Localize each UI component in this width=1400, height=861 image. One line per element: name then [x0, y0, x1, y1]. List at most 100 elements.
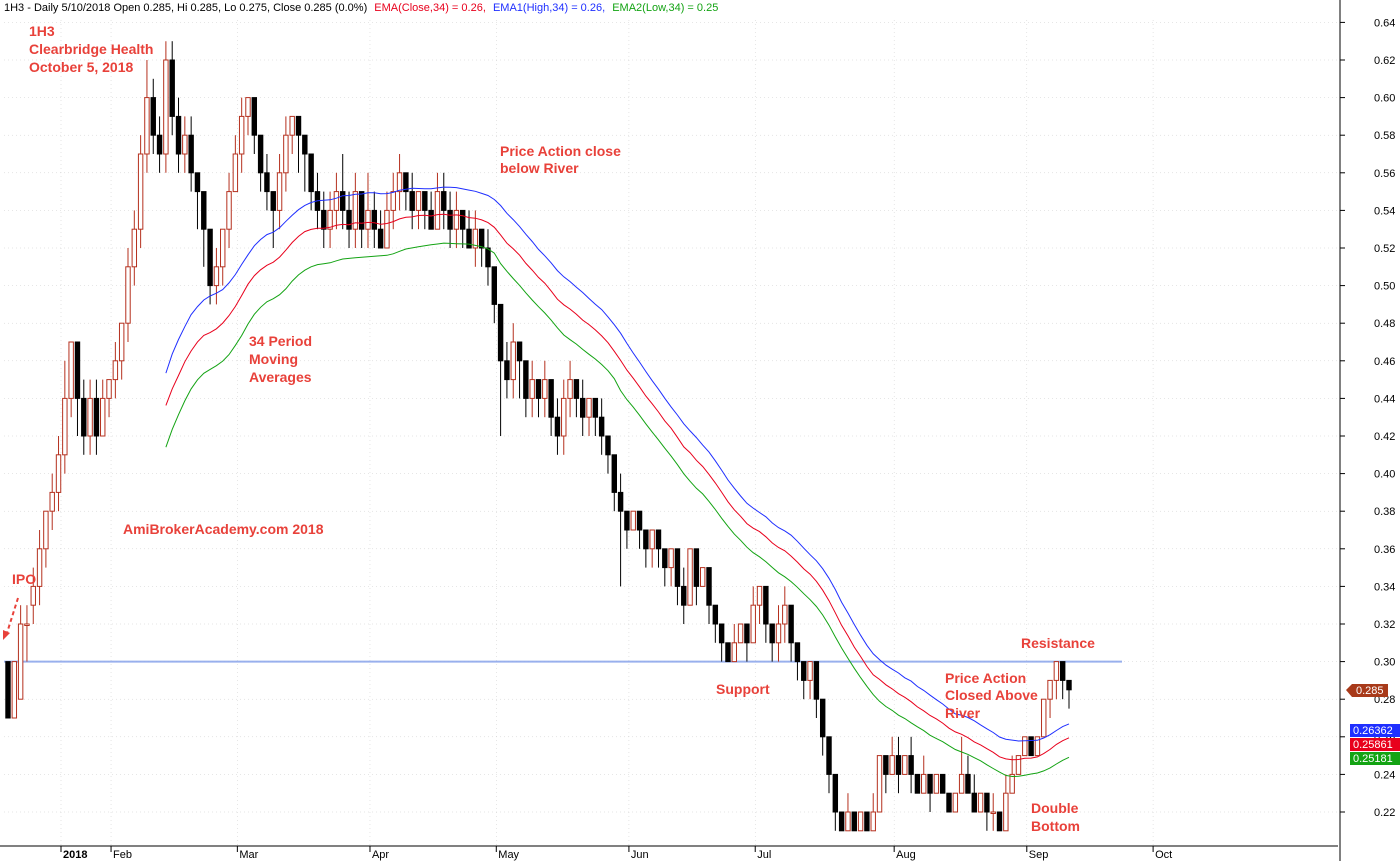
candle — [289, 115, 295, 154]
annotation-ma-1: 34 Period — [249, 333, 312, 349]
annotation-pa-above-3: River — [945, 705, 981, 721]
candle — [207, 228, 213, 305]
candle — [902, 755, 908, 775]
candle — [946, 792, 952, 813]
candle — [340, 154, 346, 230]
candle — [927, 773, 933, 812]
candle — [182, 116, 188, 173]
ipo-arrow-head — [3, 630, 10, 640]
y-axis: 0.220.240.260.280.300.320.340.360.380.40… — [1339, 0, 1395, 861]
candle — [137, 135, 144, 248]
svg-text:0.25181: 0.25181 — [1353, 753, 1393, 765]
candle — [144, 60, 150, 173]
candle — [674, 548, 681, 606]
candle — [188, 116, 194, 192]
candle — [36, 530, 43, 606]
candle — [662, 548, 668, 587]
candle — [592, 397, 599, 436]
candle — [201, 191, 207, 267]
candle — [352, 172, 359, 248]
annotation-pa-above-1: Price Action — [945, 670, 1026, 686]
candle — [434, 172, 441, 230]
candle — [125, 248, 131, 342]
candle — [321, 191, 327, 248]
candle — [333, 172, 340, 230]
candle — [788, 604, 794, 662]
candle — [921, 755, 927, 794]
ema-high-line — [165, 186, 1070, 742]
annotation-date: October 5, 2018 — [29, 59, 133, 75]
candle — [11, 661, 18, 719]
y-tick-label: 0.24 — [1374, 769, 1395, 781]
candle — [460, 209, 466, 248]
x-tick-label: Oct — [1155, 849, 1172, 861]
candle — [542, 360, 548, 418]
candle — [958, 736, 965, 794]
candle — [1015, 755, 1022, 775]
candle — [150, 78, 156, 154]
candle — [346, 191, 352, 248]
candle — [699, 567, 706, 587]
candle — [554, 398, 561, 455]
candle — [49, 473, 55, 530]
candle — [478, 228, 485, 267]
candle — [226, 172, 232, 248]
candle — [220, 228, 226, 286]
annotation-double-2: Bottom — [1031, 818, 1080, 834]
y-tick-label: 0.28 — [1374, 694, 1395, 706]
y-tick-label: 0.52 — [1374, 243, 1395, 255]
candle — [175, 97, 182, 173]
candle — [649, 529, 655, 568]
y-tick-label: 0.62 — [1374, 55, 1395, 67]
y-tick-label: 0.50 — [1374, 281, 1395, 293]
candle — [213, 248, 220, 305]
y-tick-label: 0.54 — [1374, 205, 1395, 217]
y-tick-label: 0.60 — [1374, 93, 1395, 105]
candle — [706, 567, 712, 624]
candle — [535, 379, 542, 418]
candle — [598, 398, 605, 455]
candle — [870, 793, 876, 832]
candle — [283, 116, 289, 192]
candle — [643, 529, 649, 568]
candle — [908, 736, 914, 794]
y-tick-label: 0.44 — [1374, 393, 1395, 405]
header-ema-high: EMA1(High,34) = 0.26, — [493, 2, 605, 14]
badge-ema-high: 0.26362 — [1350, 724, 1400, 737]
candle — [396, 154, 403, 211]
candle — [93, 379, 100, 455]
candle — [624, 510, 630, 549]
candle — [384, 191, 390, 249]
candle — [725, 642, 731, 663]
candle — [422, 191, 428, 230]
y-tick-label: 0.30 — [1374, 657, 1395, 669]
annotation-pa-below-1: Price Action close — [500, 143, 621, 159]
candle — [630, 510, 636, 531]
annotation-company: Clearbridge Health — [29, 41, 153, 57]
candle — [302, 134, 308, 192]
candle — [984, 792, 990, 831]
candle — [466, 210, 472, 249]
candle — [169, 41, 175, 136]
candle — [55, 436, 62, 512]
candle — [611, 454, 617, 512]
x-tick-label: Apr — [372, 849, 389, 861]
candle — [586, 397, 592, 436]
candle — [763, 585, 769, 643]
candle — [756, 585, 763, 624]
candle — [1003, 774, 1009, 832]
candle — [826, 736, 832, 794]
annotation-ipo: IPO — [12, 571, 36, 587]
candle — [5, 661, 11, 719]
candle — [952, 792, 959, 813]
candle — [131, 210, 138, 286]
candle — [163, 41, 169, 173]
candle — [358, 191, 365, 248]
candle — [687, 548, 693, 606]
candle — [371, 191, 378, 248]
candle — [681, 567, 687, 624]
candle — [365, 172, 371, 248]
candle — [851, 811, 857, 832]
candle — [1028, 736, 1034, 757]
